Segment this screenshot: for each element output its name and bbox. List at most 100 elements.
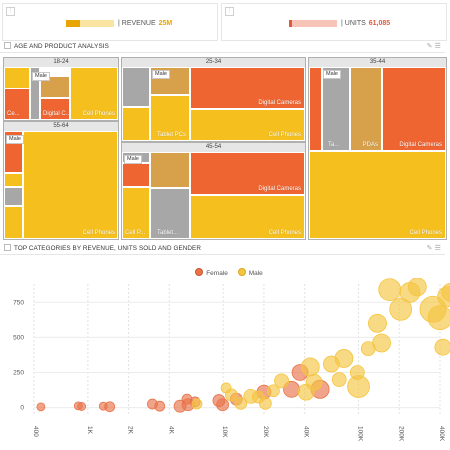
tile-digital-cameras-male[interactable]: Digital C... (40, 98, 71, 120)
data-point-female[interactable] (104, 401, 116, 413)
tile-cell-phones-female[interactable] (4, 173, 23, 187)
panel-drag-icon[interactable] (4, 244, 11, 251)
tile-cell-phones-female[interactable] (122, 107, 150, 141)
data-point-male[interactable] (274, 373, 289, 389)
treemap-group-25-34[interactable]: 25-34 Tablet PCs Digital Cameras Cell Ph… (121, 57, 306, 142)
legend-male-label[interactable]: Male (248, 270, 263, 277)
scatter-panel-header: TOP CATEGORIES BY REVENUE, UNITS SOLD AN… (0, 244, 445, 255)
treemap-group-55-64[interactable]: 55-64 Cell Phones Male (3, 121, 119, 240)
x-tick-label: 2K (127, 426, 134, 435)
revenue-value: 25M (158, 20, 173, 27)
gender-tag-male: Male (32, 72, 50, 81)
units-bar-fill (289, 20, 292, 27)
card-menu-icon[interactable]: ⋮ (6, 7, 15, 16)
data-point-male[interactable] (225, 388, 238, 402)
data-point-male[interactable] (441, 283, 450, 302)
y-tick-label: 500 (13, 334, 24, 341)
card-menu-icon[interactable]: ⋮ (225, 7, 234, 16)
data-point-female[interactable] (77, 402, 87, 411)
data-point-male[interactable] (258, 396, 272, 410)
y-tick-label: 0 (20, 405, 24, 412)
tile-pdas-male[interactable] (40, 76, 70, 98)
group-header: 18-24 (4, 58, 118, 67)
x-tick-label: 200K (397, 426, 404, 442)
tile-digital-cameras-male[interactable]: Digital Cameras (190, 67, 305, 109)
tile-digital-cameras-female[interactable]: Ce... (4, 88, 30, 120)
revenue-progress-bar (66, 20, 114, 27)
revenue-bar-fill (66, 20, 80, 27)
tile-label: Digital Cameras (399, 142, 442, 148)
tile-gray-female[interactable] (4, 187, 23, 206)
x-tick-label: 10K (221, 426, 228, 438)
data-point-male[interactable] (407, 278, 427, 297)
data-point-male[interactable] (305, 373, 323, 391)
group-header: 25-34 (122, 58, 305, 67)
data-point-male[interactable] (378, 278, 402, 302)
legend-male-swatch (237, 268, 246, 276)
treemap-group-35-44[interactable]: 35-44 Ta... PDAs Digital Cameras Cell Ph… (308, 57, 447, 240)
group-header: 35-44 (309, 58, 446, 67)
tile-yellow-female[interactable] (4, 206, 23, 239)
panel-tools: ✎ ☰ (427, 42, 441, 52)
edit-icon[interactable]: ✎ (426, 245, 433, 252)
data-point-male[interactable] (372, 333, 391, 353)
tile-digital-cameras-male[interactable]: Digital Cameras (382, 67, 446, 151)
treemap-group-18-24[interactable]: 18-24 Ce... Digital C... Cell Phones Mal… (3, 57, 119, 121)
data-point-male[interactable] (427, 305, 450, 331)
tile-cell-phones-male[interactable]: Cell Phones (23, 131, 118, 239)
data-point-male[interactable] (434, 338, 450, 356)
tile-label: Cell Phones (82, 230, 115, 236)
data-point-male[interactable] (368, 313, 387, 333)
tile-digital-cameras-male[interactable]: Digital Cameras (190, 152, 305, 195)
data-point-female[interactable] (216, 398, 229, 412)
tile-label: Cell Phones (82, 111, 115, 117)
y-tick-label: 250 (13, 369, 24, 376)
units-progress-bar (289, 20, 337, 27)
legend-female-label[interactable]: Female (206, 270, 228, 277)
tile-label: Digital C... (43, 111, 71, 117)
data-point-female[interactable] (36, 402, 46, 412)
panel-drag-icon[interactable] (4, 42, 11, 49)
tile-tablet-pcs-male[interactable]: Tablet PCs (150, 95, 190, 141)
data-point-female[interactable] (154, 400, 166, 412)
tile-label: Cell P... (125, 230, 146, 236)
tile-tablet-pcs-male[interactable]: Ta... (322, 67, 350, 151)
data-point-male[interactable] (347, 375, 370, 398)
tile-cell-phones-male[interactable]: Cell Phones (70, 67, 118, 120)
tile-gray-male[interactable] (30, 67, 40, 120)
edit-icon[interactable]: ✎ (426, 43, 433, 50)
group-header: 45-54 (122, 143, 305, 152)
x-tick-label: 400K (438, 426, 445, 442)
gender-tag-male: Male (124, 155, 142, 164)
tile-cell-phones-male[interactable]: Cell Phones (190, 109, 305, 141)
menu-icon[interactable]: ☰ (434, 245, 441, 252)
x-tick-label: 40K (303, 426, 310, 438)
panel-tools: ✎ ☰ (427, 244, 441, 254)
units-kpi-card: ⋮ | UNITS 61,085 (221, 3, 447, 41)
tile-tablet-pcs-male[interactable]: Tablet... (150, 188, 190, 239)
data-point-male[interactable] (334, 349, 354, 368)
x-tick-label: 1K (86, 426, 93, 435)
data-point-male[interactable] (331, 372, 347, 387)
tile-gray-female[interactable] (122, 67, 150, 107)
menu-icon[interactable]: ☰ (434, 43, 441, 50)
chart-legend: Female Male (0, 268, 450, 277)
data-point-male[interactable] (234, 396, 248, 410)
revenue-kpi-card: ⋮ | REVENUE 25M (2, 3, 218, 41)
tile-cell-phones-female[interactable]: Cell P... (122, 187, 150, 239)
tile-digital-cameras-female[interactable] (122, 163, 150, 187)
tile-pdas-male[interactable]: PDAs (350, 67, 382, 151)
data-point-male[interactable] (191, 398, 203, 410)
x-tick-label: 20K (262, 426, 269, 438)
data-point-male[interactable] (267, 384, 280, 398)
treemap-group-45-54[interactable]: 45-54 Cell P... Tablet... Digital Camera… (121, 142, 306, 240)
tile-label: Cell Phones (409, 230, 442, 236)
tile-pdas-male[interactable] (150, 152, 190, 188)
data-point-male[interactable] (300, 357, 320, 377)
x-tick-label: 400 (32, 426, 39, 437)
tile-digital-cameras-female[interactable] (309, 67, 322, 151)
data-point-male[interactable] (389, 297, 413, 321)
tile-cell-phones-male[interactable]: Cell Phones (190, 195, 305, 239)
tile-cell-phones-male[interactable]: Cell Phones (309, 151, 446, 239)
group-header: 55-64 (4, 122, 118, 131)
